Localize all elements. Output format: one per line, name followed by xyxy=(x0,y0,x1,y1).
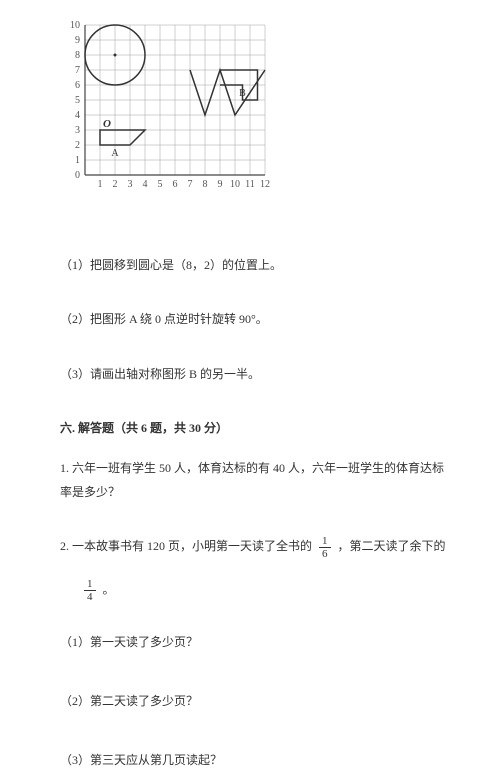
question-1: （1）把圆移到圆心是（8，2）的位置上。 xyxy=(60,256,450,275)
fraction-den: 6 xyxy=(319,548,331,560)
fraction-1-4: 1 4 xyxy=(84,578,96,603)
coordinate-grid: 012345678910123456789101112OAB xyxy=(60,20,280,210)
svg-text:12: 12 xyxy=(260,179,270,190)
svg-text:4: 4 xyxy=(143,179,148,190)
svg-text:6: 6 xyxy=(173,179,178,190)
svg-text:B: B xyxy=(239,88,246,99)
svg-text:7: 7 xyxy=(188,179,193,190)
svg-text:9: 9 xyxy=(75,35,80,46)
section-header: 六. 解答题（共 6 题，共 30 分） xyxy=(60,419,450,438)
svg-text:9: 9 xyxy=(218,179,223,190)
sub-question-1: （1）第一天读了多少页？ xyxy=(60,633,450,652)
svg-text:1: 1 xyxy=(75,155,80,166)
sub-question-2: （2）第二天读了多少页？ xyxy=(60,692,450,711)
problem-2-text-c: 。 xyxy=(103,582,115,596)
svg-text:0: 0 xyxy=(75,170,80,181)
svg-text:2: 2 xyxy=(113,179,118,190)
fraction-den: 4 xyxy=(84,591,96,603)
question-3: （3）请画出轴对称图形 B 的另一半。 xyxy=(60,365,450,384)
svg-text:2: 2 xyxy=(75,140,80,151)
svg-text:10: 10 xyxy=(230,179,240,190)
svg-text:6: 6 xyxy=(75,80,80,91)
svg-text:10: 10 xyxy=(70,20,80,31)
problem-2-text-a: 2. 一本故事书有 120 页，小明第一天读了全书的 xyxy=(60,539,315,553)
problem-1-text: 1. 六年一班有学生 50 人，体育达标的有 40 人，六年一班学生的体育达标率… xyxy=(60,461,444,499)
problem-1: 1. 六年一班有学生 50 人，体育达标的有 40 人，六年一班学生的体育达标率… xyxy=(60,456,450,504)
svg-text:1: 1 xyxy=(98,179,103,190)
svg-text:8: 8 xyxy=(203,179,208,190)
svg-text:7: 7 xyxy=(75,65,80,76)
fraction-1-6: 1 6 xyxy=(319,535,331,560)
svg-text:4: 4 xyxy=(75,110,80,121)
sub-question-3: （3）第三天应从第几页读起？ xyxy=(60,751,450,770)
question-2: （2）把图形 A 绕 0 点逆时针旋转 90°。 xyxy=(60,310,450,329)
svg-text:A: A xyxy=(111,148,119,159)
svg-text:3: 3 xyxy=(75,125,80,136)
grid-diagram: 012345678910123456789101112OAB xyxy=(60,20,450,216)
fraction-num: 1 xyxy=(84,578,96,591)
svg-text:11: 11 xyxy=(245,179,255,190)
svg-text:3: 3 xyxy=(128,179,133,190)
svg-text:8: 8 xyxy=(75,50,80,61)
fraction-num: 1 xyxy=(319,535,331,548)
problem-2: 2. 一本故事书有 120 页，小明第一天读了全书的 1 6 ，第二天读了余下的… xyxy=(60,534,450,603)
svg-text:5: 5 xyxy=(158,179,163,190)
problem-2-text-b: ，第二天读了余下的 xyxy=(338,539,446,553)
svg-text:O: O xyxy=(103,118,111,130)
svg-text:5: 5 xyxy=(75,95,80,106)
